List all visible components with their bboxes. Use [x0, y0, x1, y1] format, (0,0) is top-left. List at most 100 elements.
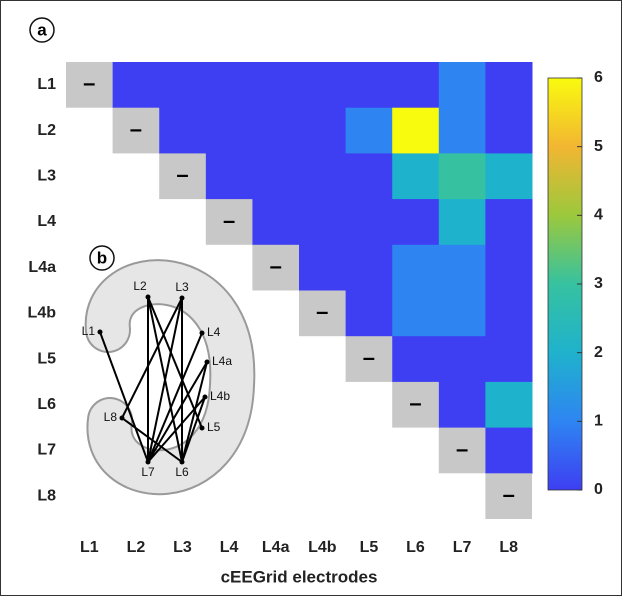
electrode-label: L2: [133, 279, 147, 293]
diagonal-cell: [438, 427, 486, 474]
head-shape-inner: [86, 261, 254, 494]
heat-cell: [252, 153, 300, 200]
y-tick-label: L2: [37, 122, 56, 139]
x-tick-label: L3: [173, 539, 192, 556]
heat-cell: [485, 62, 533, 109]
diagonal-cell: [485, 473, 532, 519]
connection: [121, 417, 183, 463]
heat-cell: [392, 199, 440, 246]
heat-cell: [438, 336, 486, 383]
connection: [121, 297, 183, 419]
diagonal-cell: [112, 107, 160, 154]
heat-cell: [112, 62, 160, 109]
electrode-label: L7: [141, 465, 155, 479]
heat-cell: [299, 107, 347, 154]
heat-cell: [252, 107, 300, 154]
connection: [147, 396, 206, 463]
electrode: [119, 415, 125, 421]
heat-cell: [205, 107, 253, 154]
electrode-label: L4b: [210, 389, 230, 403]
connection: [147, 297, 183, 463]
colorbar: [547, 77, 583, 491]
heat-cell: [392, 290, 440, 337]
inset-label: b: [97, 248, 107, 267]
diagonal-cell: [252, 244, 299, 291]
electrode: [179, 459, 185, 465]
heat-cell: [159, 107, 207, 154]
heat-cell: [252, 199, 300, 246]
y-tick-label: L6: [37, 396, 56, 413]
diagonal-cell: [392, 381, 439, 428]
electrode-label: L5: [207, 420, 221, 434]
diagonal-label: –: [270, 253, 282, 278]
electrode-label: L3: [175, 280, 189, 294]
electrode: [204, 359, 210, 365]
heat-cell: [485, 107, 533, 154]
colorbar-tick-label: 1: [594, 413, 603, 430]
diagonal-label: –: [83, 71, 95, 96]
heat-cell: [438, 62, 486, 109]
heat-cell: [345, 244, 393, 291]
electrode: [179, 295, 185, 301]
colorbar-tick-label: 5: [594, 138, 603, 155]
diagonal-cell: [205, 199, 253, 245]
colorbar-tick-label: 2: [594, 344, 603, 361]
x-tick-label: L4: [220, 539, 239, 556]
diagonal-cell: [299, 290, 346, 337]
y-tick-label: L8: [37, 487, 56, 504]
inset-badge: [89, 245, 115, 271]
x-tick-label: L5: [360, 539, 379, 556]
x-tick-label: L2: [127, 539, 146, 556]
heat-cell: [485, 290, 533, 337]
y-tick-label: L4b: [28, 305, 57, 322]
heat-cell: [485, 199, 533, 246]
heat-cell: [345, 199, 393, 246]
heat-cell: [345, 290, 393, 337]
heat-cell: [205, 62, 253, 109]
heat-cell: [438, 381, 486, 429]
heat-cell: [485, 336, 533, 383]
connection: [181, 396, 206, 463]
heat-cell: [485, 244, 533, 291]
x-tick-label: L4a: [262, 539, 290, 556]
diagonal-label: –: [409, 391, 421, 416]
electrode-label: L4: [207, 325, 221, 339]
heat-cell: [299, 62, 347, 109]
electrode: [97, 329, 103, 335]
heat-cell: [438, 107, 486, 154]
electrode-label: L6: [175, 465, 189, 479]
connection: [181, 361, 208, 463]
panel-badge: [29, 17, 55, 43]
colorbar-tick-label: 4: [594, 207, 603, 224]
heat-cell: [159, 62, 207, 109]
electrode: [145, 459, 151, 465]
colorbar-tick-label: 0: [594, 481, 603, 498]
diagonal-label: –: [176, 162, 188, 187]
heat-cell: [345, 62, 393, 109]
diagonal-label: –: [316, 299, 328, 324]
x-tick-label: L8: [499, 539, 518, 556]
colorbar-tick-label: 3: [594, 275, 603, 292]
colorbar-tick-label: 6: [594, 69, 603, 86]
diagonal-cell: [345, 336, 393, 382]
diagonal-label: –: [223, 208, 235, 233]
heat-cell: [299, 153, 347, 200]
diagonal-cell: [66, 62, 113, 108]
heat-cell: [392, 244, 440, 291]
heat-cell: [392, 336, 440, 383]
connection: [147, 332, 203, 463]
y-tick-label: L3: [37, 167, 56, 184]
connection: [99, 331, 149, 463]
x-tick-label: L4b: [308, 539, 337, 556]
heat-cell: [438, 244, 486, 291]
heat-cell: [205, 153, 253, 200]
heat-cell: [438, 153, 486, 200]
electrode: [199, 425, 205, 431]
heat-cell: [252, 62, 300, 109]
heat-cell: [345, 153, 393, 200]
heat-cell: [438, 290, 486, 337]
electrode: [145, 294, 151, 300]
heat-cell: [485, 427, 533, 474]
y-tick-label: L4a: [28, 259, 56, 276]
